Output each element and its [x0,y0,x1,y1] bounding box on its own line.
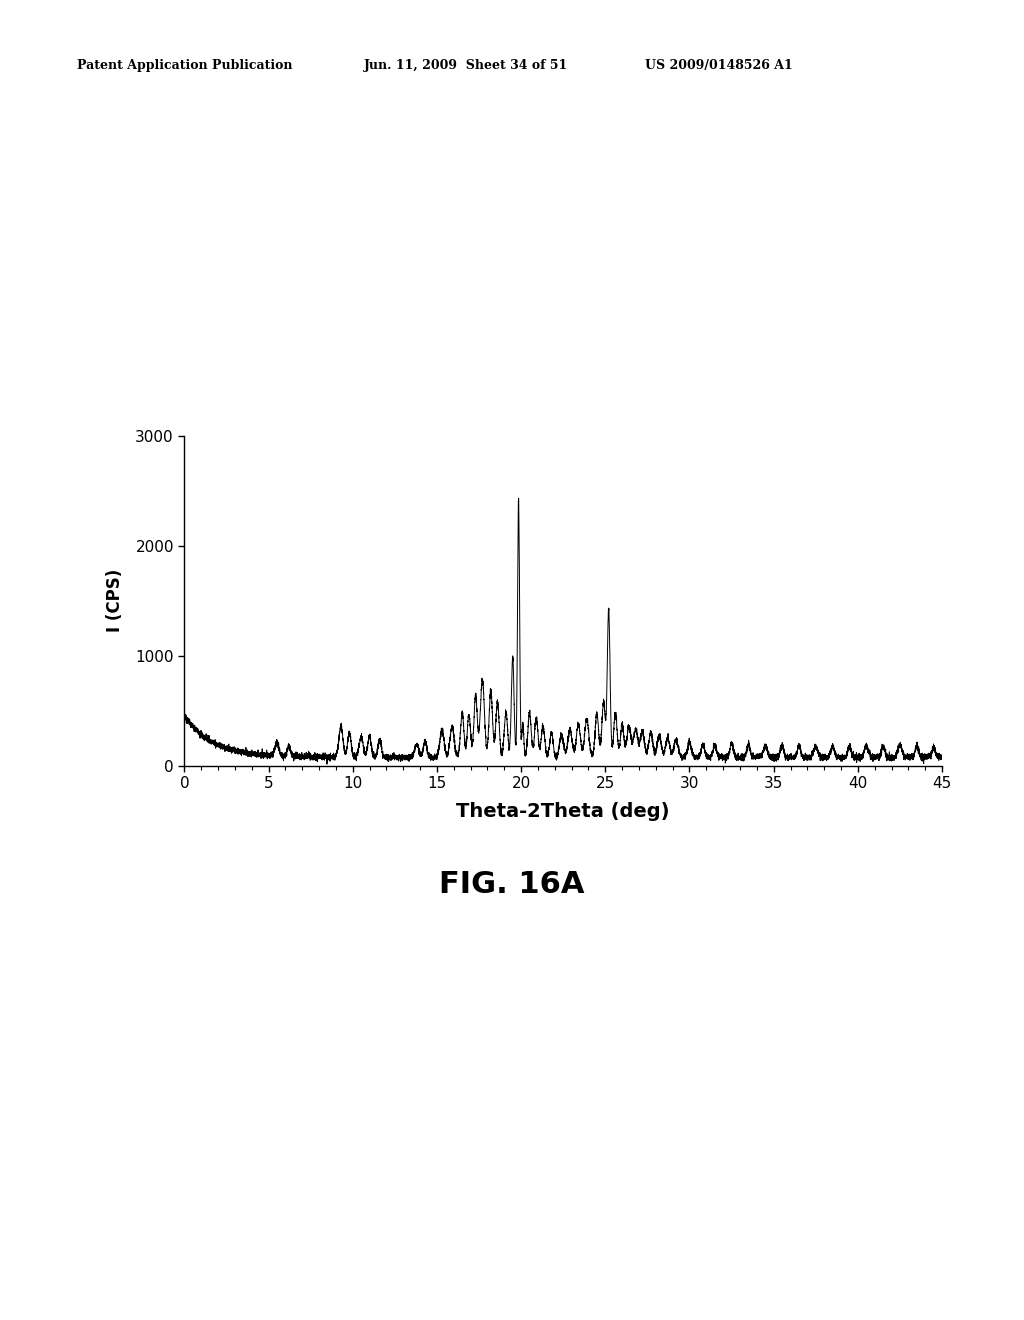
Y-axis label: I (CPS): I (CPS) [106,569,124,632]
Text: US 2009/0148526 A1: US 2009/0148526 A1 [645,59,793,73]
Text: Patent Application Publication: Patent Application Publication [77,59,292,73]
X-axis label: Theta-2Theta (deg): Theta-2Theta (deg) [457,803,670,821]
Text: FIG. 16A: FIG. 16A [439,870,585,899]
Text: Jun. 11, 2009  Sheet 34 of 51: Jun. 11, 2009 Sheet 34 of 51 [364,59,567,73]
